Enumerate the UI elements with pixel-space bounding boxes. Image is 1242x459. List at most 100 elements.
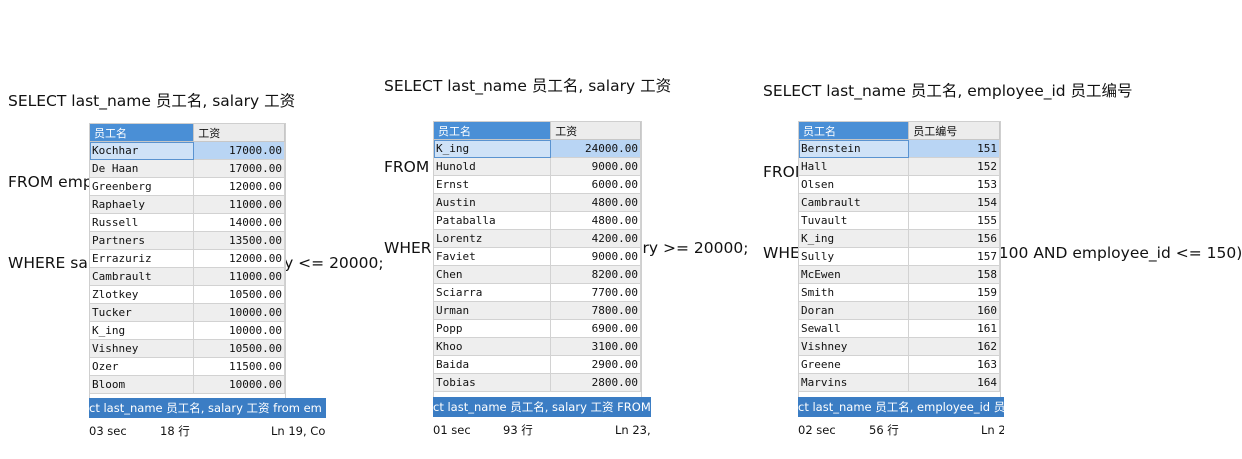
cell-name[interactable]: Vishney [90,339,195,358]
cell-value[interactable]: 10000.00 [193,321,285,340]
cell-value[interactable]: 154 [908,193,1000,212]
cell-value[interactable]: 155 [908,211,1000,230]
table-row[interactable]: McEwen 158 [799,265,1000,284]
cell-value[interactable]: 159 [908,283,1000,302]
cell-value[interactable]: 10500.00 [193,339,285,358]
table-row[interactable]: Tuvault 155 [799,211,1000,230]
cell-name[interactable]: Tucker [90,303,195,322]
table-row[interactable]: Ozer 11500.00 [90,357,285,376]
cell-name[interactable]: Khoo [434,337,552,356]
table-row[interactable]: Olsen 153 [799,175,1000,194]
table-row[interactable]: Zlotkey 10500.00 [90,285,285,304]
cell-value[interactable]: 4200.00 [550,229,641,248]
cell-value[interactable]: 7700.00 [550,283,641,302]
cell-value[interactable]: 10000.00 [193,303,285,322]
cell-value[interactable]: 9000.00 [550,157,641,176]
cell-name[interactable]: Sciarra [434,283,552,302]
cell-value[interactable]: 163 [908,355,1000,374]
cell-value[interactable]: 2900.00 [550,355,641,374]
result-grid-3[interactable]: 员工名 员工编号 Bernstein 151 Hall 152 Olsen 153 Camb… [798,121,1001,398]
table-row[interactable]: Bernstein 151 [799,139,1000,158]
cell-name[interactable]: Sully [799,247,910,266]
table-row[interactable]: Partners 13500.00 [90,231,285,250]
cell-value[interactable]: 153 [908,175,1000,194]
cell-name[interactable]: Baida [434,355,552,374]
cell-name[interactable]: Olsen [799,175,910,194]
cell-name[interactable]: Lorentz [434,229,552,248]
table-row[interactable]: Sewall 161 [799,319,1000,338]
cell-name[interactable]: Ernst [434,175,552,194]
table-row[interactable]: Ernst 6000.00 [434,175,641,194]
table-row[interactable]: Pataballa 4800.00 [434,211,641,230]
table-row[interactable]: Smith 159 [799,283,1000,302]
table-row[interactable]: Urman 7800.00 [434,301,641,320]
table-row[interactable]: Chen 8200.00 [434,265,641,284]
table-row[interactable]: De Haan 17000.00 [90,159,285,178]
cell-name[interactable]: Bernstein [799,139,910,158]
cell-name[interactable]: Tuvault [799,211,910,230]
table-row[interactable]: Bloom 10000.00 [90,375,285,394]
cell-name[interactable]: Bloom [90,375,195,394]
column-header-last-name[interactable]: 员工名 [799,122,910,140]
cell-name[interactable]: McEwen [799,265,910,284]
table-row[interactable]: Popp 6900.00 [434,319,641,338]
cell-name[interactable]: Doran [799,301,910,320]
table-row[interactable]: Greenberg 12000.00 [90,177,285,196]
result-grid-1[interactable]: 员工名 工资 Kochhar 17000.00 De Haan 17000.00 Gre… [89,123,286,400]
column-header-last-name[interactable]: 员工名 [90,124,195,142]
cell-value[interactable]: 11500.00 [193,357,285,376]
table-row[interactable]: Sciarra 7700.00 [434,283,641,302]
cell-value[interactable]: 156 [908,229,1000,248]
table-row[interactable]: Tobias 2800.00 [434,373,641,392]
cell-value[interactable]: 13500.00 [193,231,285,250]
table-row[interactable]: Greene 163 [799,355,1000,374]
cell-name[interactable]: Cambrault [90,267,195,286]
table-row[interactable]: Cambrault 11000.00 [90,267,285,286]
cell-value[interactable]: 11000.00 [193,267,285,286]
table-row[interactable]: Marvins 164 [799,373,1000,392]
cell-value[interactable]: 8200.00 [550,265,641,284]
table-row[interactable]: Tucker 10000.00 [90,303,285,322]
cell-value[interactable]: 158 [908,265,1000,284]
cell-name[interactable]: Raphaely [90,195,195,214]
cell-name[interactable]: Tobias [434,373,552,392]
cell-name[interactable]: Popp [434,319,552,338]
cell-value[interactable]: 12000.00 [193,249,285,268]
column-header-last-name[interactable]: 员工名 [434,122,552,140]
table-row[interactable]: Lorentz 4200.00 [434,229,641,248]
cell-name[interactable]: Ozer [90,357,195,376]
cell-value[interactable]: 4800.00 [550,211,641,230]
table-row[interactable]: Hunold 9000.00 [434,157,641,176]
cell-value[interactable]: 162 [908,337,1000,356]
cell-value[interactable]: 160 [908,301,1000,320]
table-row[interactable]: K_ing 156 [799,229,1000,248]
table-row[interactable]: Kochhar 17000.00 [90,141,285,160]
cell-name[interactable]: Kochhar [90,141,195,160]
table-row[interactable]: Cambrault 154 [799,193,1000,212]
cell-value[interactable]: 10000.00 [193,375,285,394]
cell-name[interactable]: Vishney [799,337,910,356]
table-row[interactable]: K_ing 24000.00 [434,139,641,158]
cell-value[interactable]: 12000.00 [193,177,285,196]
cell-value[interactable]: 17000.00 [193,159,285,178]
table-row[interactable]: Sully 157 [799,247,1000,266]
cell-value[interactable]: 161 [908,319,1000,338]
column-header-salary[interactable]: 工资 [550,122,641,140]
cell-name[interactable]: Partners [90,231,195,250]
cell-name[interactable]: Austin [434,193,552,212]
table-row[interactable]: Hall 152 [799,157,1000,176]
cell-value[interactable]: 6900.00 [550,319,641,338]
cell-value[interactable]: 3100.00 [550,337,641,356]
result-grid-2[interactable]: 员工名 工资 K_ing 24000.00 Hunold 9000.00 Ernst 60… [433,121,642,398]
cell-name[interactable]: K_ing [799,229,910,248]
table-row[interactable]: Khoo 3100.00 [434,337,641,356]
cell-value[interactable]: 24000.00 [550,139,641,158]
cell-name[interactable]: Hall [799,157,910,176]
cell-value[interactable]: 164 [908,373,1000,392]
cell-name[interactable]: Smith [799,283,910,302]
cell-name[interactable]: K_ing [434,139,552,158]
table-row[interactable]: Errazuriz 12000.00 [90,249,285,268]
cell-name[interactable]: Cambrault [799,193,910,212]
table-row[interactable]: Austin 4800.00 [434,193,641,212]
cell-value[interactable]: 6000.00 [550,175,641,194]
